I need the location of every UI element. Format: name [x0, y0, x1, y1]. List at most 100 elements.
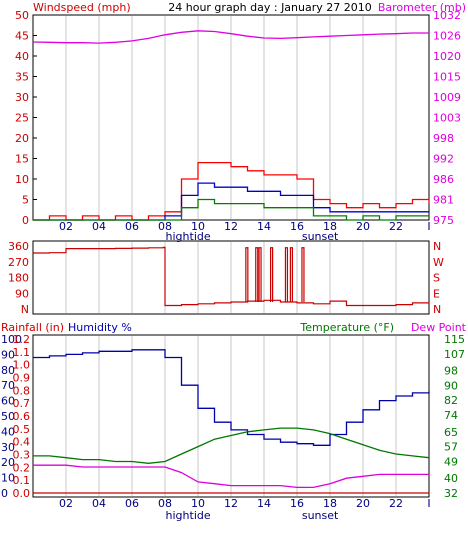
climate-panel-frame	[32, 334, 430, 498]
temperature-y-tick-label: 57	[444, 441, 458, 454]
temperature-y-tick-label: 107	[444, 348, 465, 361]
temperature-y-tick-label: 82	[444, 394, 458, 407]
wind-y-tick-label: 45	[15, 30, 29, 43]
x-tick-label-bottom: 08	[158, 497, 172, 510]
hightide-marker-bottom: hightide	[166, 509, 211, 522]
x-tick-label-bottom: 14	[257, 497, 271, 510]
baro-y-tick-label: 1009	[433, 91, 461, 104]
wind-y-tick-label: 0	[22, 214, 29, 227]
barometer-axis-title: Barometer (mb)	[378, 1, 466, 14]
direction-panel-frame	[32, 240, 430, 315]
dewpoint-axis-title: Dew Point	[411, 321, 467, 334]
direction-spike	[270, 247, 274, 302]
humidity-y-tick-label: 30	[1, 441, 15, 454]
humidity-y-tick-label: 100	[1, 333, 22, 346]
wind-y-tick-label: 15	[15, 153, 29, 166]
x-tick-label-bottom: 02	[59, 497, 73, 510]
temperature-y-tick-label: 98	[444, 365, 458, 378]
x-tick-label-top: 22	[389, 220, 403, 233]
series-baro	[32, 30, 429, 44]
humidity-y-tick-label: 40	[1, 425, 15, 438]
series-dewpoint	[33, 464, 429, 489]
wind-y-tick-label: 5	[22, 194, 29, 207]
rain-y-tick-label: 0.1	[13, 474, 31, 487]
baro-y-tick-label: 1015	[433, 71, 461, 84]
rain-y-tick-label: 0.2	[13, 461, 31, 474]
baro-y-tick-label: 1026	[433, 30, 461, 43]
compass-y-tick-label: W	[433, 256, 444, 269]
series-direction	[33, 246, 430, 307]
x-tick-label-top: 02	[59, 220, 73, 233]
wind-y-tick-label: 25	[15, 112, 29, 125]
direction-y-tick-label: 270	[8, 256, 29, 269]
sunset-marker-bottom: sunset	[302, 509, 339, 522]
wind-y-tick-label: 35	[15, 71, 29, 84]
direction-spike	[255, 247, 259, 302]
x-tick-label-bottom: 16	[290, 497, 304, 510]
x-tick-label-top: 08	[158, 220, 172, 233]
direction-y-tick-label: N	[21, 303, 29, 316]
x-tick-label-top: 12	[224, 220, 238, 233]
rain-y-tick-label: 0.7	[13, 397, 31, 410]
x-tick-label-top: 16	[290, 220, 304, 233]
rain-y-tick-label: 1.1	[13, 346, 31, 359]
direction-spike	[284, 247, 289, 302]
baro-y-tick-label: 975	[433, 214, 454, 227]
x-tick-label-top: 18	[323, 220, 337, 233]
wind-y-tick-label: 50	[15, 9, 29, 22]
rain-y-tick-label: 0.3	[13, 449, 31, 462]
x-tick-label-bottom: 22	[389, 497, 403, 510]
compass-y-tick-label: S	[433, 272, 440, 285]
x-tick-label-top: 06	[125, 220, 139, 233]
temperature-y-tick-label: 40	[444, 472, 458, 485]
rain-y-tick-label: 0.9	[13, 372, 31, 385]
temperature-y-tick-label: 90	[444, 379, 458, 392]
compass-y-tick-label: N	[433, 240, 441, 253]
direction-spike	[301, 247, 305, 302]
wind-y-tick-label: 30	[15, 91, 29, 104]
temperature-y-tick-label: 49	[444, 455, 458, 468]
x-tick-label-bottom: 06	[125, 497, 139, 510]
series-gust	[33, 161, 430, 221]
humidity-y-tick-label: 90	[1, 348, 15, 361]
compass-y-tick-label: N	[433, 303, 441, 316]
direction-y-tick-label: 180	[8, 272, 29, 285]
grid-layer	[33, 16, 397, 496]
x-tick-label-bottom: 10	[191, 497, 205, 510]
series-min	[33, 198, 429, 221]
tick-labels-layer: 02 02 04 04 06 06 08 08 10 10 12 12 14 14 16 16 18 18 20 20…	[1, 9, 465, 522]
baro-y-tick-label: 1003	[433, 112, 461, 125]
rain-y-tick-label: 1.2	[13, 333, 31, 346]
rain-y-tick-label: 0.4	[13, 436, 31, 449]
wind-y-tick-label: 40	[15, 50, 29, 63]
temperature-y-tick-label: 115	[444, 333, 465, 346]
humidity-y-tick-label: 0	[1, 487, 8, 500]
x-tick-label-top: 10	[191, 220, 205, 233]
series-temperature	[33, 427, 430, 464]
humidity-y-tick-label: 60	[1, 395, 15, 408]
x-tick-label-top: 04	[92, 220, 106, 233]
graph-title: 24 hour graph day : January 27 2010	[168, 1, 372, 14]
humidity-y-tick-label: 50	[1, 410, 15, 423]
humidity-axis-title: Humidity %	[68, 321, 132, 334]
hightide-marker-top: hightide	[166, 230, 211, 243]
humidity-y-tick-label: 10	[1, 472, 15, 485]
x-tick-label-bottom: 18	[323, 497, 337, 510]
windspeed-axis-title: Windspeed (mph)	[33, 1, 131, 14]
baro-y-tick-label: 998	[433, 132, 454, 145]
x-tick-label-bottom: 04	[92, 497, 106, 510]
baro-y-tick-label: 981	[433, 194, 454, 207]
baro-y-tick-label: 1032	[433, 9, 461, 22]
baro-y-tick-label: 986	[433, 173, 454, 186]
sunset-marker-top: sunset	[302, 230, 339, 243]
direction-spike	[258, 247, 262, 302]
compass-y-tick-label: E	[433, 287, 440, 300]
rain-y-tick-label: 0.0	[13, 487, 31, 500]
rain-y-tick-label: 1.0	[13, 359, 31, 372]
humidity-y-tick-label: 70	[1, 379, 15, 392]
x-tick-label-top: I	[427, 220, 430, 233]
baro-y-tick-label: 1020	[433, 50, 461, 63]
x-tick-label-top: 14	[257, 220, 271, 233]
